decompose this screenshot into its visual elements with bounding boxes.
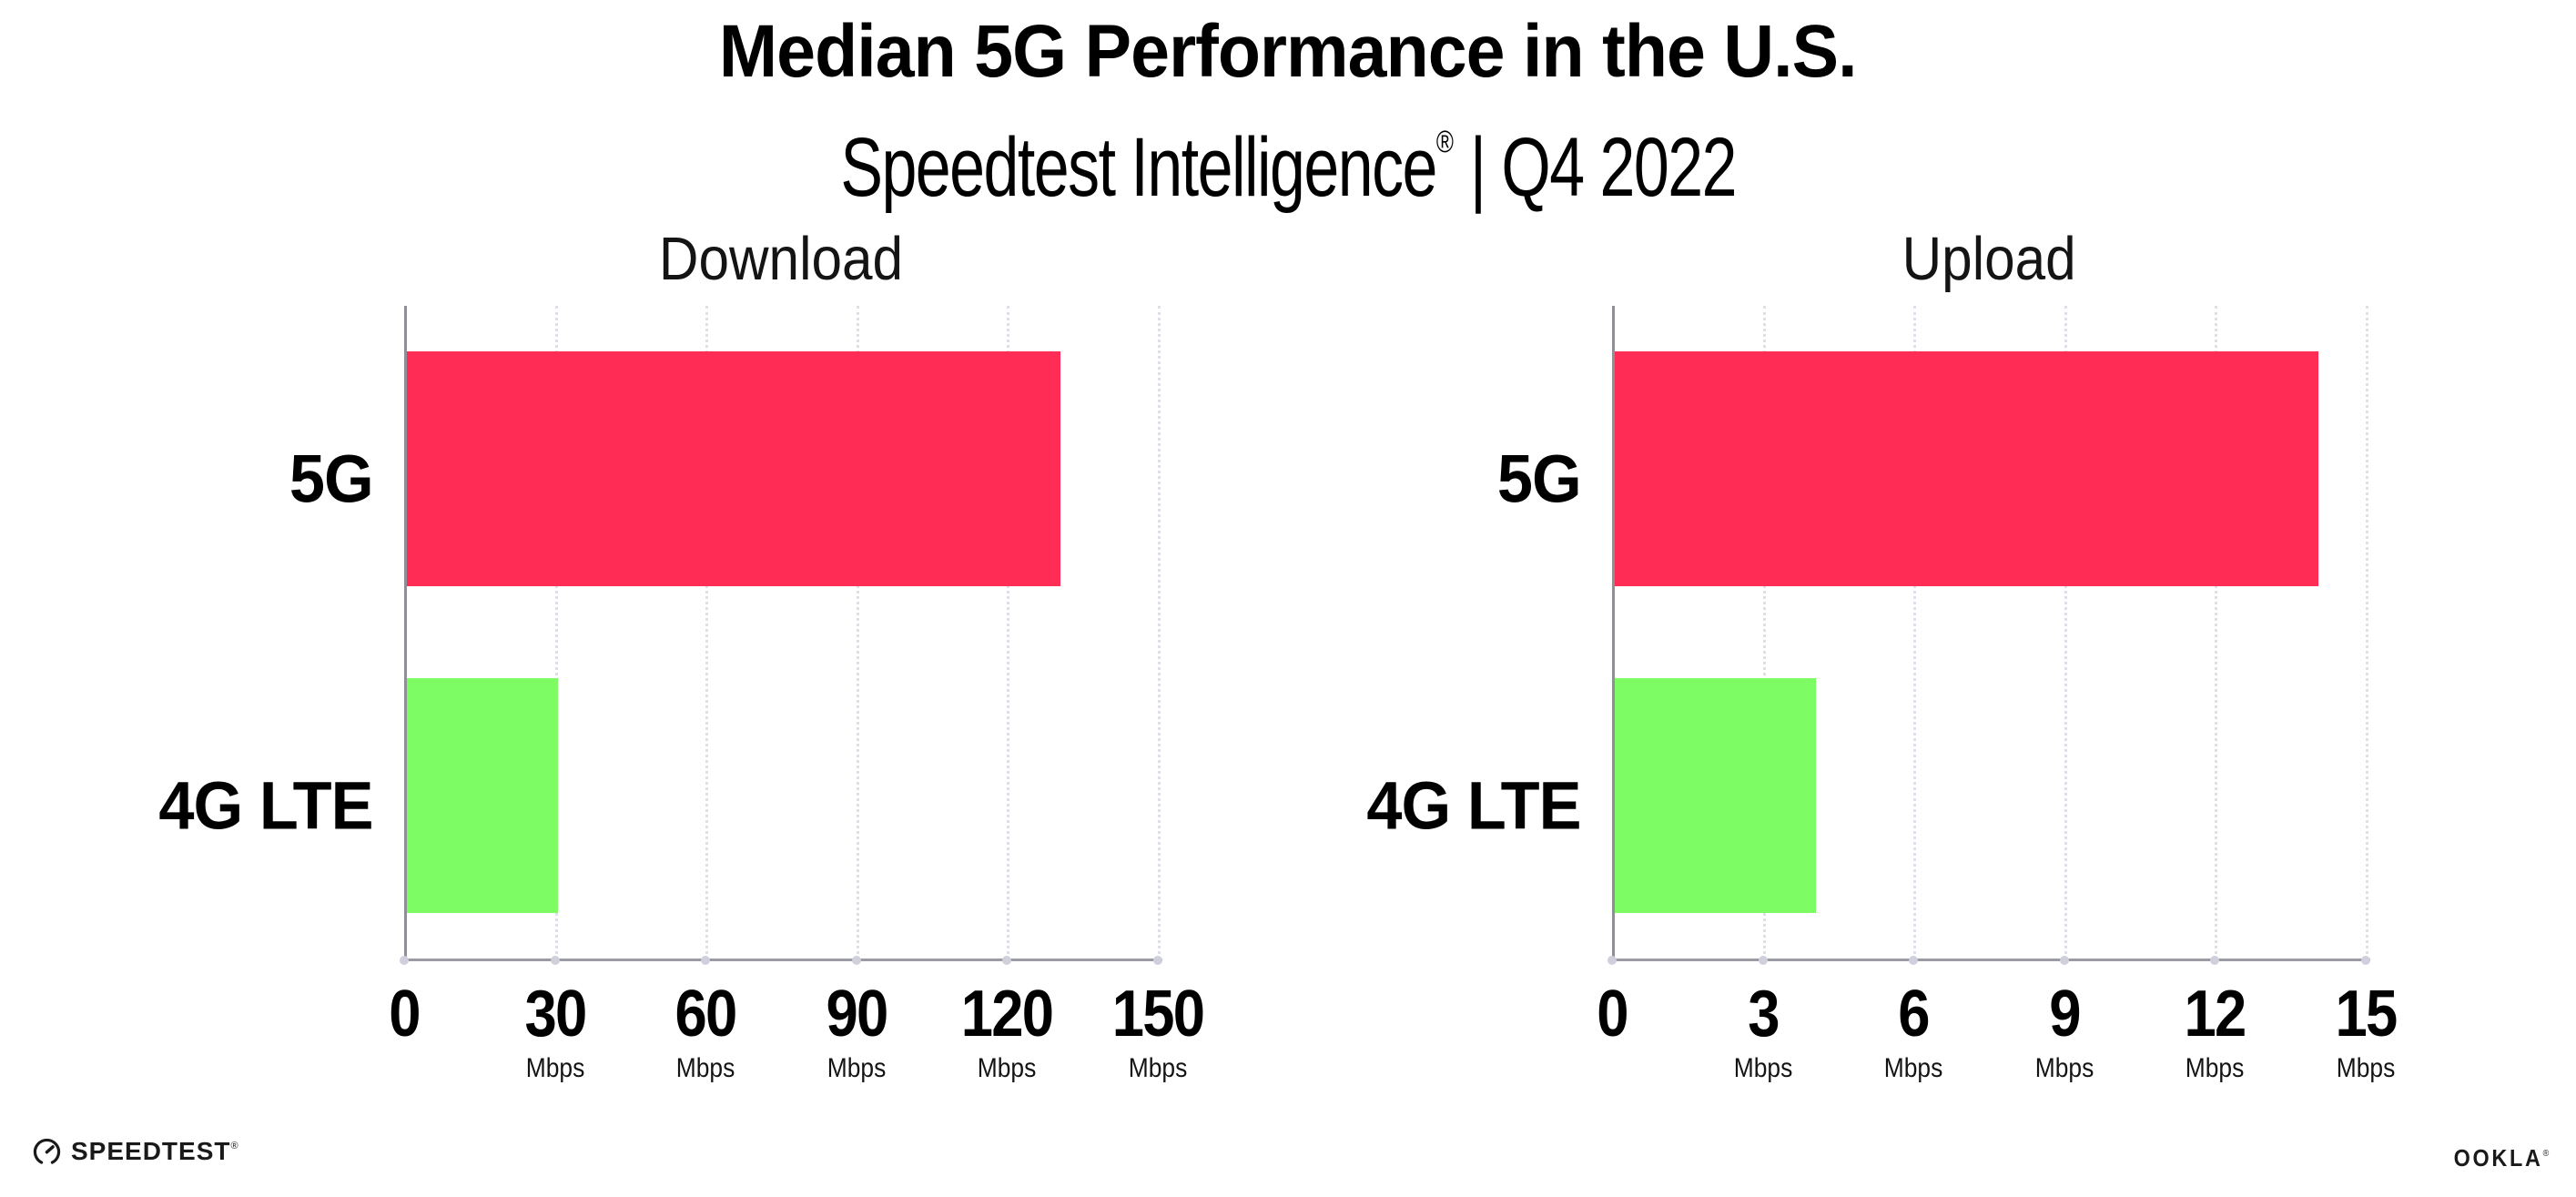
x-tick-value: 3 — [1748, 978, 1780, 1050]
x-tick-unit: Mbps — [2336, 1053, 2396, 1083]
bar-4g-lte — [407, 678, 558, 913]
axis-tick-dot — [2210, 956, 2219, 965]
bar-5g — [1615, 351, 2318, 586]
x-tick-value: 12 — [2184, 978, 2247, 1050]
x-tick-unit: Mbps — [675, 1053, 735, 1083]
axis-tick-dot — [1909, 956, 1918, 965]
axis-tick-dot — [1153, 956, 1162, 965]
upload-chart-title-text: Upload — [1902, 225, 2076, 293]
x-tick-value: 150 — [1111, 978, 1205, 1050]
x-tick-label: 90 Mbps — [822, 981, 891, 1082]
x-tick-value: 90 — [826, 978, 889, 1050]
axis-tick-dot — [852, 956, 861, 965]
x-axis-labels: 0 3 Mbps 6 Mbps 9 Mbps 12 Mbps 15 Mbps — [1597, 981, 2398, 1109]
x-tick-label: 0 — [387, 981, 421, 1047]
subtitle-period: | Q4 2022 — [1453, 121, 1738, 214]
x-tick-value: 0 — [389, 978, 421, 1050]
gridline — [1007, 306, 1009, 959]
gridline — [705, 306, 708, 959]
upload-chart-title: Upload — [1612, 228, 2366, 289]
x-tick-label: 60 Mbps — [671, 981, 740, 1082]
x-tick-value: 9 — [2049, 978, 2081, 1050]
axis-tick-dot — [1607, 956, 1617, 965]
gridline — [1158, 306, 1161, 959]
x-tick-value: 120 — [960, 978, 1054, 1050]
axis-tick-dot — [551, 956, 560, 965]
category-label-5g: 5G — [289, 441, 374, 517]
category-label-4g-lte: 4G LTE — [158, 767, 374, 844]
x-tick-label: 15 Mbps — [2331, 981, 2400, 1082]
ookla-registered-mark: ® — [2542, 1149, 2549, 1159]
x-axis-line — [404, 959, 1162, 961]
x-tick-label: 6 Mbps — [1880, 981, 1946, 1082]
x-tick-value: 15 — [2335, 978, 2399, 1050]
x-tick-unit: Mbps — [525, 1053, 585, 1083]
x-tick-label: 9 Mbps — [2031, 981, 2097, 1082]
category-label-4g-lte: 4G LTE — [1366, 767, 1582, 844]
x-tick-label: 0 — [1595, 981, 1629, 1047]
x-tick-label: 3 Mbps — [1729, 981, 1796, 1082]
registered-mark: ® — [1435, 125, 1454, 159]
axis-tick-dot — [400, 956, 409, 965]
x-tick-value: 30 — [524, 978, 588, 1050]
plot-area — [1607, 306, 2370, 965]
gridline — [1763, 306, 1766, 959]
download-chart-title-text: Download — [658, 225, 904, 293]
x-tick-unit: Mbps — [827, 1053, 887, 1083]
axis-tick-dot — [1759, 956, 1768, 965]
gridline — [2215, 306, 2217, 959]
axis-tick-dot — [2060, 956, 2069, 965]
upload-chart: Upload 5G 4G LTE 0 3 Mbps 6 Mbps 9 Mbps 12 Mbps 15… — [1339, 0, 2398, 1197]
axis-tick-dot — [701, 956, 710, 965]
page-title: Median 5G Performance in the U.S. — [0, 15, 2576, 89]
page-subtitle: Speedtest Intelligence® | Q4 2022 — [0, 98, 2576, 211]
x-tick-unit: Mbps — [1733, 1053, 1793, 1083]
gridline — [1913, 306, 1916, 959]
x-tick-value: 6 — [1898, 978, 1930, 1050]
download-chart: Download 5G 4G LTE 0 30 Mbps 60 Mbps 90 Mbps 120… — [131, 0, 1205, 1197]
x-tick-label: 150 Mbps — [1106, 981, 1210, 1082]
x-tick-unit: Mbps — [2034, 1053, 2094, 1083]
ookla-label: OOKLA — [2453, 1144, 2543, 1172]
axis-tick-dot — [2361, 956, 2370, 965]
x-tick-unit: Mbps — [2185, 1053, 2245, 1083]
x-tick-value: 60 — [674, 978, 738, 1050]
y-axis-line — [1612, 306, 1615, 959]
gridline — [857, 306, 859, 959]
gridline — [2366, 306, 2368, 959]
speedtest-label: SPEEDTEST — [71, 1137, 231, 1165]
x-tick-value: 0 — [1597, 978, 1628, 1050]
x-tick-label: 12 Mbps — [2180, 981, 2249, 1082]
category-labels: 5G 4G LTE — [1339, 306, 1582, 959]
gridline — [555, 306, 558, 959]
page-title-text: Median 5G Performance in the U.S. — [719, 10, 1858, 93]
x-tick-unit: Mbps — [977, 1053, 1037, 1083]
subtitle-text: Speedtest Intelligence® | Q4 2022 — [840, 98, 1738, 214]
subtitle-brand: Speedtest Intelligence — [840, 121, 1437, 214]
x-tick-label: 120 Mbps — [955, 981, 1059, 1082]
x-tick-unit: Mbps — [1883, 1053, 1943, 1083]
speedtest-logo: SPEEDTEST® — [33, 1137, 239, 1166]
download-chart-title: Download — [404, 228, 1158, 289]
plot-area — [400, 306, 1162, 965]
speedtest-wordmark: SPEEDTEST® — [71, 1137, 239, 1166]
x-tick-label: 30 Mbps — [521, 981, 590, 1082]
x-axis-line — [1612, 959, 2370, 961]
x-tick-unit: Mbps — [1128, 1053, 1188, 1083]
category-labels: 5G 4G LTE — [131, 306, 374, 959]
category-label-5g: 5G — [1497, 441, 1582, 517]
axis-tick-dot — [1002, 956, 1011, 965]
bar-4g-lte — [1615, 678, 1816, 913]
y-axis-line — [404, 306, 407, 959]
ookla-logo: OOKLA® — [2453, 1144, 2549, 1172]
bar-5g — [407, 351, 1060, 586]
gridline — [2064, 306, 2067, 959]
speedtest-registered-mark: ® — [230, 1141, 239, 1151]
speedtest-gauge-icon — [33, 1138, 61, 1164]
x-axis-labels: 0 30 Mbps 60 Mbps 90 Mbps 120 Mbps 150 Mbps — [389, 981, 1205, 1109]
